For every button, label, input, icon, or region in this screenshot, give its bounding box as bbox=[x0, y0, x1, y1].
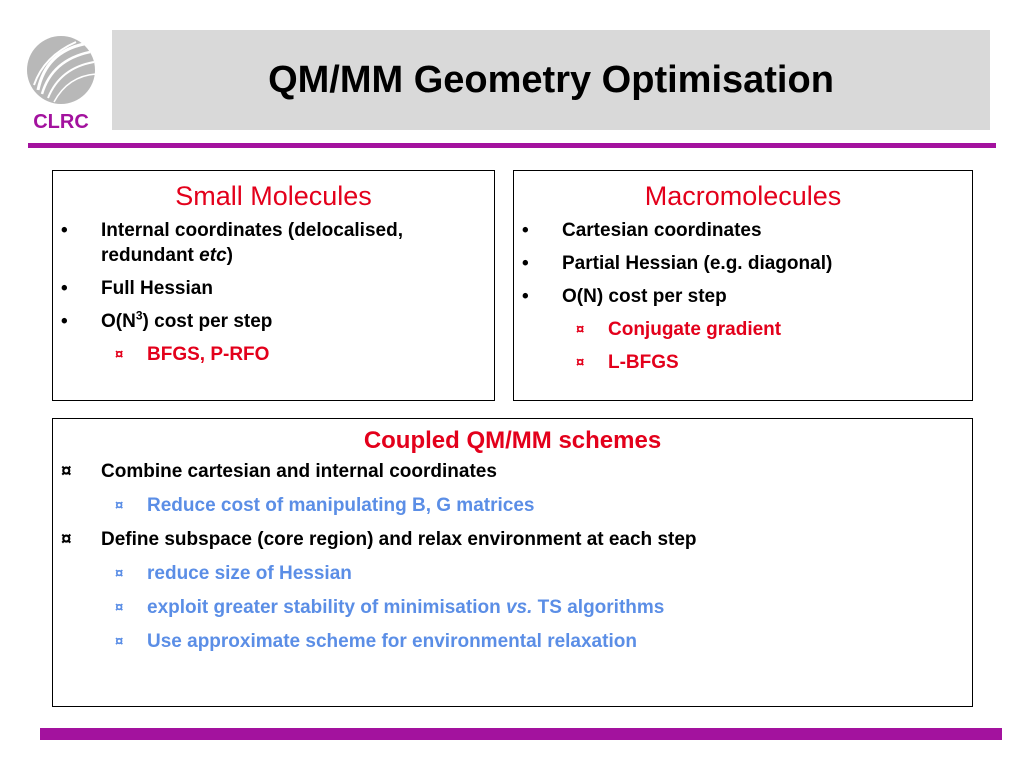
sub-bullet-icon: ¤ bbox=[115, 497, 124, 514]
macromolecules-box: Macromolecules • Cartesian coordinates •… bbox=[513, 170, 973, 401]
sub-bullet-icon: ¤ bbox=[576, 354, 585, 371]
item-text: exploit greater stability of minimisatio… bbox=[147, 597, 506, 618]
sub-list-item: ¤ Conjugate gradient bbox=[514, 317, 972, 342]
coupled-schemes-box: Coupled QM/MM schemes ¤ Combine cartesia… bbox=[52, 418, 973, 707]
item-text: Combine cartesian and internal coordinat… bbox=[101, 461, 497, 482]
bullet-icon: • bbox=[61, 220, 68, 241]
bullet-icon: • bbox=[61, 311, 68, 332]
list-item: • O(N) cost per step bbox=[514, 284, 972, 309]
sub-bullet-icon: ¤ bbox=[115, 346, 124, 363]
item-text: O(N bbox=[101, 311, 136, 332]
sub-list-item: ¤ L-BFGS bbox=[514, 350, 972, 375]
item-text: Cartesian coordinates bbox=[562, 220, 762, 241]
item-text: Use approximate scheme for environmental… bbox=[147, 631, 637, 652]
list-item: • O(N3) cost per step bbox=[53, 309, 494, 334]
sub-bullet-icon: ¤ bbox=[61, 529, 72, 550]
item-text: Conjugate gradient bbox=[608, 319, 782, 340]
bullet-icon: • bbox=[61, 278, 68, 299]
sub-bullet-icon: ¤ bbox=[576, 321, 585, 338]
item-text: Define subspace (core region) and relax … bbox=[101, 529, 697, 550]
item-text: Reduce cost of manipulating B, G matrice… bbox=[147, 495, 535, 516]
item-text: reduce size of Hessian bbox=[147, 563, 352, 584]
item-superscript: 3 bbox=[135, 308, 143, 323]
small-molecules-box: Small Molecules • Internal coordinates (… bbox=[52, 170, 495, 401]
logo-text: CLRC bbox=[33, 111, 89, 132]
clrc-logo-graphic: CLRC bbox=[27, 36, 97, 133]
clrc-logo: CLRC bbox=[18, 30, 104, 133]
sub-list-item: ¤ reduce size of Hessian bbox=[53, 561, 972, 586]
list-item: • Full Hessian bbox=[53, 276, 494, 301]
list-item: ¤ Combine cartesian and internal coordin… bbox=[53, 459, 972, 484]
item-emphasis: etc bbox=[199, 245, 227, 266]
list-item: • Partial Hessian (e.g. diagonal) bbox=[514, 251, 972, 276]
bottom-divider bbox=[40, 728, 1002, 740]
sub-list-item: ¤ BFGS, P-RFO bbox=[53, 342, 494, 367]
slide-title: QM/MM Geometry Optimisation bbox=[268, 58, 834, 101]
item-text: ) bbox=[226, 245, 233, 266]
macromolecules-heading: Macromolecules bbox=[644, 181, 842, 211]
item-text: Partial Hessian (e.g. diagonal) bbox=[562, 253, 833, 274]
item-text: BFGS, P-RFO bbox=[147, 344, 270, 365]
sub-bullet-icon: ¤ bbox=[115, 599, 124, 616]
sub-list-item: ¤ Reduce cost of manipulating B, G matri… bbox=[53, 493, 972, 518]
macromolecules-list: • Cartesian coordinates • Partial Hessia… bbox=[514, 218, 972, 375]
item-text: Internal coordinates (delocalised, redun… bbox=[101, 220, 403, 266]
item-text: ) cost per step bbox=[142, 311, 273, 332]
list-item: • Cartesian coordinates bbox=[514, 218, 972, 243]
bullet-icon: • bbox=[522, 286, 529, 307]
small-molecules-list: • Internal coordinates (delocalised, red… bbox=[53, 218, 494, 367]
sub-bullet-icon: ¤ bbox=[115, 565, 124, 582]
list-item: • Internal coordinates (delocalised, red… bbox=[53, 218, 494, 268]
item-text: O(N) cost per step bbox=[562, 286, 727, 307]
item-emphasis: vs. bbox=[505, 597, 533, 618]
list-item: ¤ Define subspace (core region) and rela… bbox=[53, 527, 972, 552]
sub-list-item: ¤ Use approximate scheme for environment… bbox=[53, 629, 972, 654]
sub-bullet-icon: ¤ bbox=[115, 633, 124, 650]
sub-bullet-icon: ¤ bbox=[61, 461, 72, 482]
item-text: TS algorithms bbox=[532, 597, 665, 618]
title-bar: QM/MM Geometry Optimisation bbox=[112, 30, 990, 130]
bullet-icon: • bbox=[522, 253, 529, 274]
item-text: Full Hessian bbox=[101, 278, 213, 299]
item-text: L-BFGS bbox=[608, 352, 679, 373]
coupled-schemes-list: ¤ Combine cartesian and internal coordin… bbox=[53, 459, 972, 654]
sub-list-item: ¤ exploit greater stability of minimisat… bbox=[53, 595, 972, 620]
bullet-icon: • bbox=[522, 220, 529, 241]
top-divider bbox=[28, 143, 996, 148]
coupled-schemes-heading: Coupled QM/MM schemes bbox=[363, 427, 662, 454]
small-molecules-heading: Small Molecules bbox=[175, 181, 372, 211]
